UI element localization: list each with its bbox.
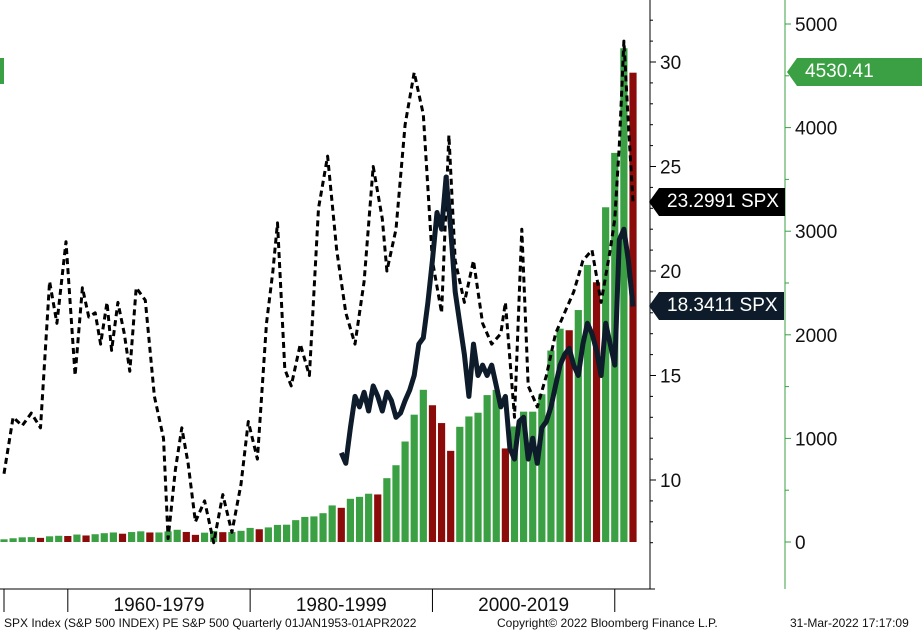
series-marker	[0, 58, 4, 84]
pe-solid-last-value-tag: 18.3411 SPX	[649, 292, 784, 320]
price-bar	[182, 531, 190, 542]
pe-tick-label: 10	[660, 471, 681, 492]
price-bar	[492, 389, 500, 542]
price-bar	[255, 529, 263, 542]
price-bar	[547, 350, 555, 542]
price-bar	[437, 423, 446, 542]
price-bar	[310, 516, 318, 542]
price-bar	[200, 532, 209, 542]
price-bar	[173, 529, 181, 542]
price-bar	[118, 533, 127, 542]
price-bar	[82, 535, 90, 542]
pe-solid-line	[339, 174, 636, 466]
pe-tick-label: 30	[660, 53, 681, 74]
price-tick-label: 2000	[795, 326, 837, 347]
price-bar	[392, 465, 400, 542]
footer-timestamp: 31-Mar-2022 17:17:09	[790, 616, 909, 630]
pe-dashed-last-value: 23.2991 SPX	[667, 191, 779, 212]
price-tick-label: 1000	[795, 429, 837, 450]
price-bar	[520, 411, 528, 542]
price-bar	[592, 282, 601, 542]
price-bar	[91, 534, 99, 542]
price-bar	[447, 450, 455, 542]
price-tick-label: 0	[795, 533, 806, 554]
price-bar	[128, 532, 136, 542]
price-bar	[282, 524, 291, 542]
pe-tick-label: 20	[660, 262, 681, 283]
price-tick-label: 3000	[795, 222, 837, 243]
price-bar	[237, 530, 245, 542]
price-bar	[501, 448, 509, 542]
price-bar	[319, 513, 327, 542]
price-bar	[465, 416, 473, 542]
price-bar	[45, 536, 54, 542]
price-bar	[355, 496, 364, 542]
price-bar	[346, 498, 355, 542]
price-bar	[18, 537, 26, 542]
price-bar	[27, 537, 35, 542]
footer-description: SPX Index (S&P 500 INDEX) PE S&P 500 Qua…	[4, 616, 417, 630]
price-bar	[273, 524, 282, 542]
pe-axis-ticks: 10 15 20 25 30	[650, 19, 681, 544]
price-bar	[9, 538, 17, 542]
price-axis-ticks: 0 1000 2000 3000 4000 5000	[785, 15, 837, 554]
price-bar	[64, 535, 72, 542]
pe-dashed-last-value-tag: 23.2991 SPX	[649, 188, 785, 216]
price-bar	[155, 532, 163, 542]
price-bar	[100, 533, 108, 542]
price-bar	[301, 516, 309, 542]
price-bar	[109, 532, 117, 542]
price-bar	[510, 426, 519, 542]
pe-lines	[2, 39, 636, 545]
price-bar	[228, 532, 236, 542]
era-label: 1960-1979	[114, 595, 205, 616]
pe-tick-label: 15	[660, 367, 681, 388]
price-bar	[483, 395, 491, 542]
price-bar	[620, 48, 628, 542]
price-bar	[538, 394, 546, 542]
price-last-value: 4530.41 SPX	[805, 61, 874, 110]
pe-solid-last-value: 18.3411 SPX	[667, 295, 778, 316]
price-bar	[365, 493, 373, 542]
price-bar	[292, 520, 300, 542]
price-bar	[383, 478, 391, 542]
pe-dashed-line	[2, 39, 635, 545]
price-bar	[0, 539, 8, 542]
price-bar	[529, 411, 537, 542]
price-bar	[456, 426, 464, 542]
price-tick-label: 5000	[795, 15, 837, 36]
price-bar	[36, 537, 45, 542]
price-bar	[583, 264, 592, 542]
price-bar	[337, 507, 345, 542]
price-bar	[328, 505, 336, 542]
price-bar	[428, 405, 437, 542]
price-bar	[602, 207, 610, 542]
footer-copyright: Copyright© 2022 Bloomberg Finance L.P.	[497, 616, 718, 630]
price-bar	[419, 389, 427, 542]
price-bar	[264, 527, 272, 542]
price-bar	[146, 532, 154, 542]
price-bar	[246, 527, 254, 542]
price-bar	[474, 412, 482, 542]
price-bar	[556, 328, 564, 542]
era-labels: 1960-1979 1980-1999 2000-2019	[3, 589, 616, 616]
price-tick-label: 4000	[795, 119, 837, 140]
price-bar	[574, 310, 582, 542]
price-bar	[73, 534, 81, 542]
era-label: 1980-1999	[296, 595, 387, 616]
price-last-value-tag: 4530.41 SPX	[787, 58, 922, 110]
price-bar	[565, 330, 573, 542]
price-bar	[410, 414, 418, 542]
era-label: 2000-2019	[478, 595, 569, 616]
price-bar	[629, 72, 637, 542]
price-bars	[0, 48, 637, 542]
price-bar	[374, 494, 382, 542]
pe-tick-label: 25	[660, 158, 681, 179]
price-bar	[401, 441, 409, 542]
price-bar	[191, 534, 200, 542]
price-bar	[137, 531, 145, 542]
price-bar	[219, 532, 227, 542]
price-bar	[55, 535, 63, 542]
